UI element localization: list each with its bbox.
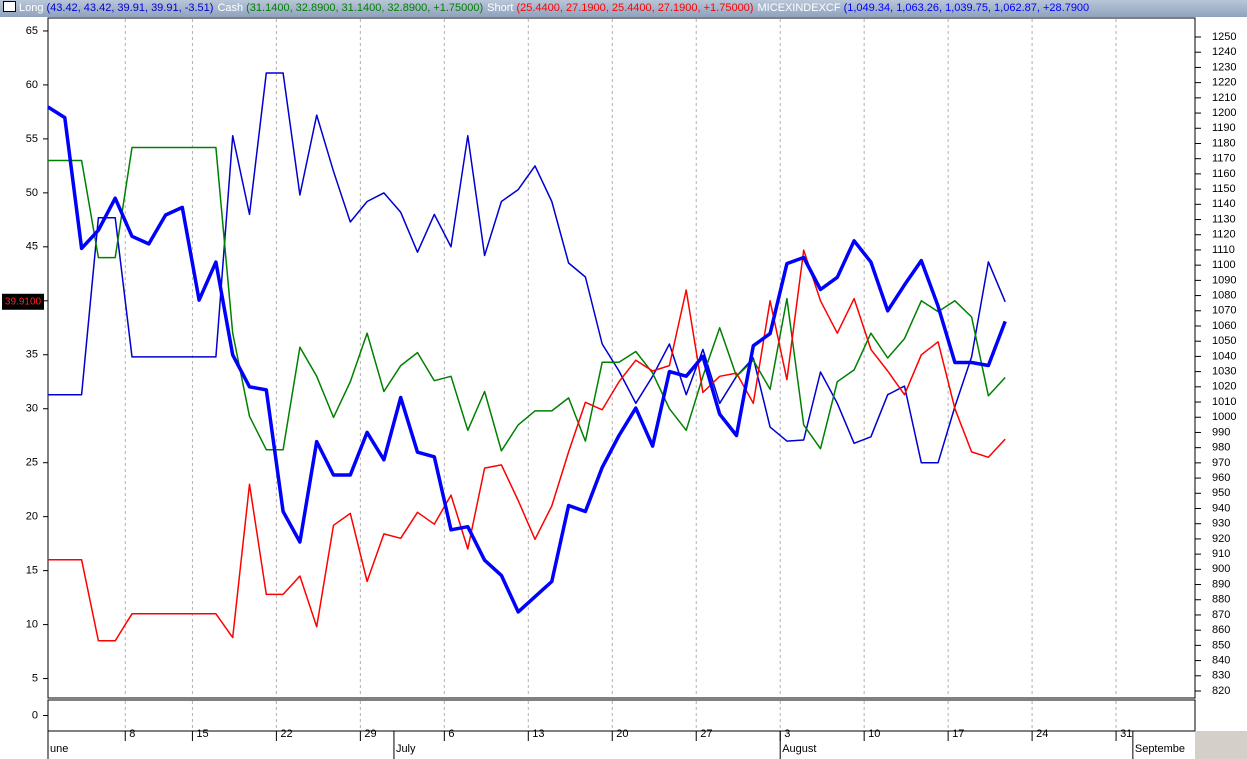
legend-values: (25.4400, 27.1900, 25.4400, 27.1900, +1.… (516, 2, 754, 14)
legend-values: (1,049.34, 1,063.26, 1,039.75, 1,062.87,… (843, 2, 1090, 14)
y-tick-label: 20 (26, 511, 38, 523)
y2-tick-label: 1220 (1212, 77, 1236, 89)
month-label: July (396, 743, 416, 755)
y2-tick-label: 1060 (1212, 320, 1236, 332)
x-tick-label: 6 (448, 728, 454, 740)
y2-tick-label: 930 (1212, 518, 1230, 530)
x-tick-label: 20 (616, 728, 628, 740)
y2-tick-label: 1190 (1212, 122, 1236, 134)
series-line (47, 105, 1007, 614)
legend-name: Cash (217, 2, 244, 14)
y2-tick-label: 1110 (1212, 244, 1235, 256)
y2-tick-label: 1130 (1212, 213, 1236, 225)
y-tick-label: 35 (26, 349, 38, 361)
y2-tick-label: 1090 (1212, 274, 1236, 286)
y2-tick-label: 830 (1212, 670, 1230, 682)
y2-tick-label: 940 (1212, 502, 1230, 514)
y-tick-label: 10 (26, 619, 38, 631)
lower-tick-label: 0 (32, 709, 38, 721)
y2-tick-label: 1240 (1212, 46, 1236, 58)
y2-tick-label: 1040 (1212, 350, 1236, 362)
x-tick-label: 22 (280, 728, 292, 740)
y-tick-label: 65 (26, 25, 38, 37)
y2-tick-label: 960 (1212, 472, 1230, 484)
y-tick-label: 25 (26, 457, 38, 469)
y2-tick-label: 840 (1212, 654, 1230, 666)
y2-tick-label: 910 (1212, 548, 1230, 560)
legend: Long (43.42, 43.42, 39.91, 39.91, -3.51) C… (0, 0, 1247, 17)
y2-tick-label: 1070 (1212, 305, 1236, 317)
y-tick-label: 30 (26, 403, 38, 415)
lower-panel (47, 699, 1196, 732)
y2-tick-label: 1100 (1212, 259, 1236, 271)
y2-tick-label: 1150 (1212, 183, 1236, 195)
y2-tick-label: 900 (1212, 563, 1230, 575)
y-tick-label: 45 (26, 241, 38, 253)
y2-tick-label: 860 (1212, 624, 1230, 636)
month-label: Septembe (1135, 743, 1185, 755)
y2-tick-label: 1010 (1212, 396, 1236, 408)
y2-tick-label: 1180 (1212, 137, 1236, 149)
series-line (48, 146, 1006, 452)
x-tick-label: 24 (1036, 728, 1048, 740)
x-tick-label: 3 (784, 728, 790, 740)
y-tick-label: 15 (26, 565, 38, 577)
legend-name: Short (487, 2, 514, 14)
y2-tick-label: 1000 (1212, 411, 1236, 423)
x-tick-label: 8 (129, 728, 135, 740)
series-line (48, 72, 1006, 464)
y2-tick-label: 1120 (1212, 229, 1236, 241)
y2-tick-label: 990 (1212, 426, 1230, 438)
series-line (48, 249, 1006, 642)
y2-tick-label: 1020 (1212, 381, 1236, 393)
legend-values: (31.1400, 32.8900, 31.1400, 32.8900, +1.… (246, 2, 484, 14)
y2-tick-label: 1200 (1212, 107, 1236, 119)
y2-tick-label: 850 (1212, 639, 1230, 651)
x-tick-label: 29 (364, 728, 376, 740)
month-label: une (50, 743, 68, 755)
x-tick-label: 31 (1120, 728, 1132, 740)
y2-tick-label: 1030 (1212, 366, 1236, 378)
x-tick-label: 15 (196, 728, 208, 740)
legend-values: (43.42, 43.42, 39.91, 39.91, -3.51) (46, 2, 214, 14)
y-tick-label: 50 (26, 187, 38, 199)
legend-name: Long (19, 2, 44, 14)
y2-tick-label: 880 (1212, 594, 1230, 606)
plot-area (47, 17, 1196, 699)
y2-tick-label: 820 (1212, 685, 1230, 697)
y2-tick-label: 1140 (1212, 198, 1236, 210)
y2-tick-label: 950 (1212, 487, 1230, 499)
month-label: August (782, 743, 816, 755)
x-tick-label: 13 (532, 728, 544, 740)
y2-tick-label: 970 (1212, 457, 1230, 469)
corner (1195, 731, 1247, 759)
legend-name: MICEXINDEXCF (757, 2, 841, 14)
y2-tick-label: 1250 (1212, 31, 1236, 43)
x-tick-label: 10 (868, 728, 880, 740)
last-value-label: 39.9100 (5, 296, 42, 307)
y2-tick-label: 920 (1212, 533, 1230, 545)
y-tick-label: 60 (26, 79, 38, 91)
x-tick-label: 17 (952, 728, 964, 740)
y2-tick-label: 1080 (1212, 289, 1236, 301)
y2-tick-label: 1230 (1212, 61, 1236, 73)
y2-tick-label: 890 (1212, 578, 1230, 590)
x-tick-label: 27 (700, 728, 712, 740)
y2-tick-label: 870 (1212, 609, 1230, 621)
legend-icon (3, 1, 16, 12)
y2-tick-label: 980 (1212, 442, 1230, 454)
y2-tick-label: 1160 (1212, 168, 1236, 180)
last-value-box (2, 293, 44, 310)
y-tick-label: 5 (32, 672, 38, 684)
y2-tick-label: 1050 (1212, 335, 1236, 347)
y-tick-label: 55 (26, 133, 38, 145)
y2-tick-label: 1210 (1212, 92, 1236, 104)
y2-tick-label: 1170 (1212, 153, 1236, 165)
